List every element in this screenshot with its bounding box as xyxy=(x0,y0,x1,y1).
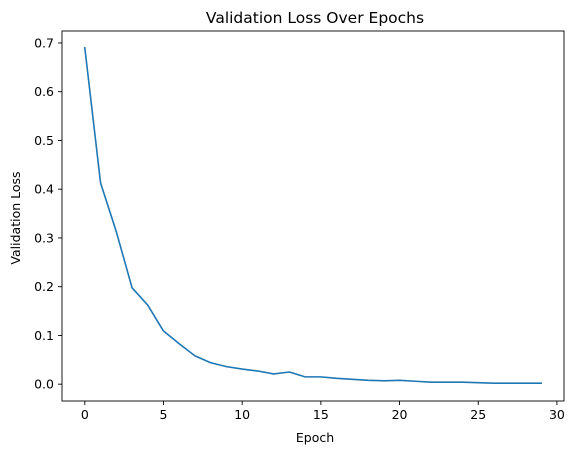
x-tick-label: 0 xyxy=(81,407,89,422)
y-tick-label: 0.6 xyxy=(34,84,54,99)
x-tick-label: 10 xyxy=(234,407,250,422)
series-line-0 xyxy=(83,46,542,385)
chart-title: Validation Loss Over Epochs xyxy=(206,9,424,27)
y-tick-label: 0.3 xyxy=(34,230,54,245)
y-axis-label: Validation Loss xyxy=(8,171,23,264)
x-tick-label: 15 xyxy=(313,407,329,422)
y-tick-label: 0.4 xyxy=(34,182,54,197)
y-tick-label: 0.7 xyxy=(34,35,54,50)
y-tick-label: 0.0 xyxy=(34,377,54,392)
x-tick-label: 30 xyxy=(549,407,565,422)
y-tick-label: 0.1 xyxy=(34,328,54,343)
plot-area: 0 5 10 15 20 25 30 0.0 0.1 0.2 0.3 0.4 0.5 0.6 0.7 xyxy=(34,30,565,422)
x-tick-label: 5 xyxy=(160,407,168,422)
x-tick-label: 20 xyxy=(392,407,408,422)
y-tick-label: 0.2 xyxy=(34,279,54,294)
x-tick-label: 25 xyxy=(470,407,486,422)
x-axis-label: Epoch xyxy=(296,430,334,445)
axes-frame xyxy=(61,30,565,402)
y-tick-label: 0.5 xyxy=(34,133,54,148)
